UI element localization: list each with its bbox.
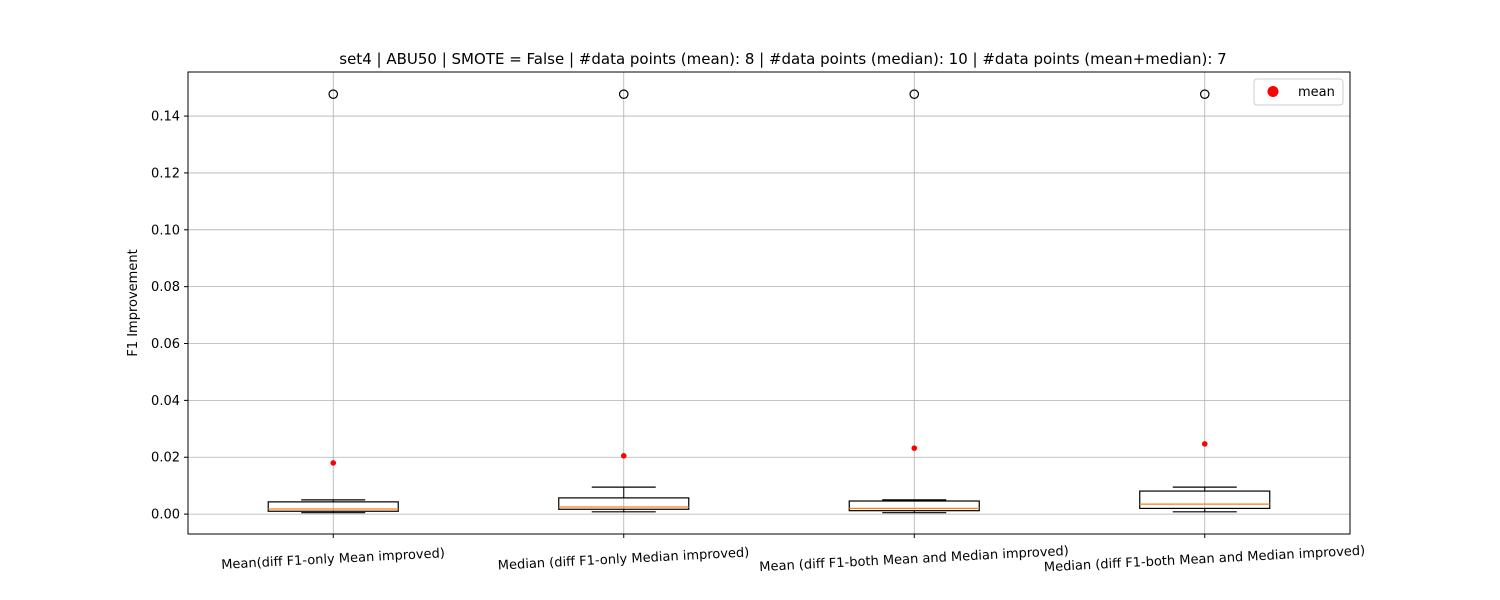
y-tick-label: 0.02 xyxy=(151,451,180,466)
box-iqr xyxy=(267,501,399,512)
outlier-point xyxy=(618,89,629,99)
box-group xyxy=(558,89,690,513)
mean-point xyxy=(330,460,337,466)
y-tick-label: 0.00 xyxy=(151,508,180,523)
y-tick-label: 0.06 xyxy=(151,337,180,352)
box-iqr xyxy=(848,500,980,512)
outlier-point xyxy=(909,89,920,99)
box-group xyxy=(1139,89,1271,513)
box-iqr xyxy=(558,497,690,510)
y-tick-label: 0.10 xyxy=(151,223,180,238)
outlier-point xyxy=(328,89,339,99)
box-group xyxy=(267,89,399,514)
x-tick-label: Median (diff F1-both Mean and Median imp… xyxy=(1044,544,1366,576)
box-iqr xyxy=(1139,490,1271,510)
grid-lines xyxy=(188,72,1350,534)
legend-frame xyxy=(1253,78,1344,106)
x-tick-label: Mean (diff F1-both Mean and Median impro… xyxy=(759,544,1069,575)
plot-frame xyxy=(187,71,1351,535)
y-axis-label: F1 Improvement xyxy=(126,249,141,356)
x-tick-label: Median (diff F1-only Median improved) xyxy=(497,545,749,573)
outlier-point xyxy=(1199,89,1210,99)
mean-point xyxy=(911,445,918,451)
chart-title: set4 | ABU50 | SMOTE = False | #data poi… xyxy=(339,50,1226,68)
y-tick-label: 0.12 xyxy=(151,166,180,181)
y-tick-label: 0.08 xyxy=(151,280,180,295)
legend: mean xyxy=(1253,78,1344,106)
legend-label-mean: mean xyxy=(1298,85,1335,100)
legend-marker-mean xyxy=(1267,86,1279,97)
y-tick-label: 0.04 xyxy=(151,394,180,409)
y-tick-label: 0.14 xyxy=(151,110,180,125)
boxes xyxy=(267,89,1271,514)
x-tick-label: Mean(diff F1-only Mean improved) xyxy=(221,546,445,573)
box-group xyxy=(848,89,980,514)
mean-point xyxy=(620,453,627,459)
mean-point xyxy=(1201,441,1208,447)
